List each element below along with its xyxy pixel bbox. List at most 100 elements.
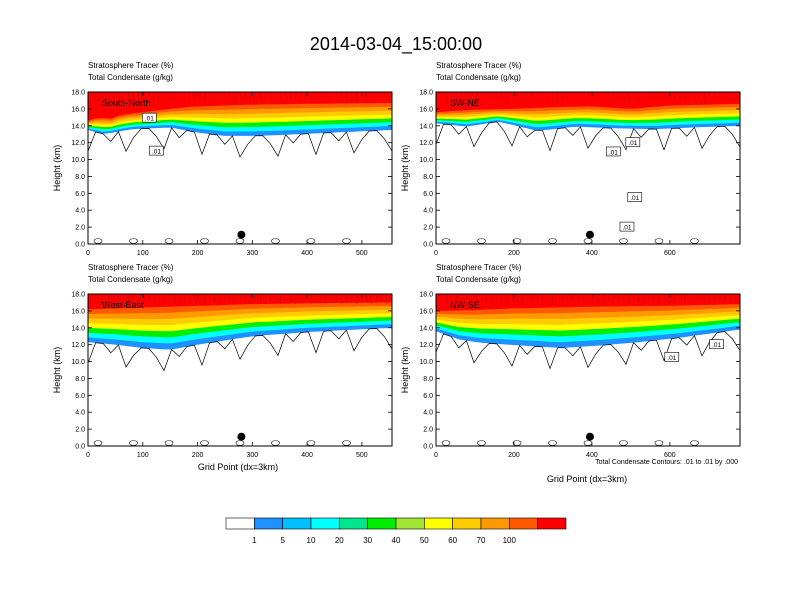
x-tick-label: 200 [508, 250, 520, 257]
contour-label-box [606, 146, 621, 157]
y-tick-label: 18.0 [71, 90, 85, 97]
y-tick-label: 16.0 [71, 308, 85, 315]
contour-label-box [625, 137, 641, 147]
panel-frame [435, 293, 741, 447]
colorbar-label: 10 [307, 536, 316, 545]
panel-west-east: Stratosphere Tracer (%) Total Condensate … [52, 263, 393, 459]
panel-south-north: Stratosphere Tracer (%) Total Condensate … [52, 61, 393, 257]
colorbar-swatch [537, 517, 567, 530]
colorbar-label: 100 [503, 536, 517, 545]
y-tick-label: 16.0 [419, 308, 433, 315]
x-tick-label: 200 [508, 452, 520, 459]
x-tick-label: 100 [137, 452, 149, 459]
contour-label: .01 [622, 225, 631, 232]
figure-title: 2014-03-04_15:00:00 [310, 34, 482, 55]
y-axis-label: Height (km) [400, 347, 410, 394]
y-tick-label: 12.0 [419, 140, 433, 147]
x-tick-label: 100 [137, 250, 149, 257]
y-tick-label: 2.0 [75, 427, 85, 434]
plot-area: West-East [88, 294, 392, 446]
colorbar-swatch [310, 517, 340, 530]
panel-header-line2: Total Condensate (g/kg) [436, 275, 521, 284]
surface-contour [477, 440, 486, 446]
surface-contour [200, 238, 209, 244]
panel-header-line1: Stratosphere Tracer (%) [436, 61, 522, 70]
surface-contour [548, 238, 557, 244]
x-tick-label: 0 [434, 250, 438, 257]
y-tick-label: 14.0 [419, 123, 433, 130]
y-tick-label: 6.0 [423, 191, 433, 198]
panels: Stratosphere Tracer (%) Total Condensate … [52, 61, 741, 459]
y-tick-label: 8.0 [423, 174, 433, 181]
panel-frame [87, 293, 393, 447]
y-tick-label: 12.0 [71, 342, 85, 349]
contour-label: .01 [609, 149, 618, 156]
panel-nw-se: Stratosphere Tracer (%) Total Condensate … [400, 263, 741, 459]
x-tick-label: 0 [86, 250, 90, 257]
panel-frame [87, 91, 393, 245]
plot-area: .01 .01 NW-SE [436, 294, 740, 446]
x-tick-label: 600 [664, 250, 676, 257]
x-tick-label: 400 [301, 250, 313, 257]
y-tick-label: 4.0 [423, 208, 433, 215]
surface-contour [164, 440, 174, 446]
contour-note: Total Condensate Contours: .01 to .01 by… [595, 459, 738, 466]
x-axis-label-left: Grid Point (dx=3km) [198, 462, 278, 472]
colorbar-label: 40 [392, 536, 401, 545]
x-tick-label: 500 [356, 452, 368, 459]
x-tick-label: 400 [586, 250, 598, 257]
y-tick-label: 18.0 [419, 292, 433, 299]
colorbar-swatch [395, 517, 425, 530]
y-tick-label: 14.0 [419, 325, 433, 332]
section-label: South-North [102, 98, 151, 108]
y-tick-label: 16.0 [419, 106, 433, 113]
surface-contour [235, 440, 245, 446]
contour-label-box [627, 192, 643, 202]
y-tick-label: 0.0 [75, 242, 85, 249]
surface-contour [654, 440, 664, 446]
surface-contour [654, 238, 664, 244]
y-tick-label: 2.0 [423, 427, 433, 434]
contour-label: .01 [667, 355, 676, 362]
y-tick-label: 10.0 [71, 157, 85, 164]
location-marker [585, 432, 594, 441]
panel-sw-ne: Stratosphere Tracer (%) Total Condensate … [400, 61, 741, 257]
colorbar: 1 5 10 20 30 40 50 60 70 100 [225, 517, 567, 545]
surface-contour [441, 238, 451, 244]
surface-contour [129, 238, 138, 244]
x-tick-label: 200 [192, 250, 204, 257]
plot-area: .01 .01 South-North [88, 92, 392, 244]
plot-area: .01 .01 .01 .01 SW-NE [436, 92, 740, 244]
condensate-contour [436, 121, 740, 152]
surface-contour [342, 440, 351, 446]
surface-contour [129, 440, 138, 446]
surface-contour [690, 238, 699, 244]
y-tick-label: 6.0 [423, 393, 433, 400]
contour-label-box [709, 339, 724, 349]
y-axis-label: Height (km) [52, 145, 62, 192]
colorbar-swatch [367, 517, 397, 530]
surface-contour [271, 238, 280, 244]
colorbar-label: 70 [477, 536, 486, 545]
surface-contour [200, 440, 209, 446]
x-tick-label: 0 [434, 452, 438, 459]
x-tick-label: 400 [586, 452, 598, 459]
colorbar-swatch [424, 517, 453, 530]
surface-contour [164, 238, 174, 244]
y-tick-label: 2.0 [423, 225, 433, 232]
y-tick-label: 12.0 [71, 140, 85, 147]
surface-contour [619, 238, 628, 244]
y-tick-label: 10.0 [419, 157, 433, 164]
surface-contour [583, 440, 593, 446]
section-label: West-East [102, 300, 144, 310]
colorbar-swatch [452, 517, 482, 530]
x-tick-label: 500 [356, 250, 368, 257]
y-tick-label: 10.0 [71, 359, 85, 366]
x-tick-label: 200 [192, 452, 204, 459]
location-marker [237, 432, 246, 441]
condensate-contour [88, 126, 392, 158]
surface-contour [93, 238, 103, 244]
y-tick-label: 8.0 [423, 376, 433, 383]
y-tick-label: 14.0 [71, 325, 85, 332]
contour-label-box [619, 221, 635, 232]
